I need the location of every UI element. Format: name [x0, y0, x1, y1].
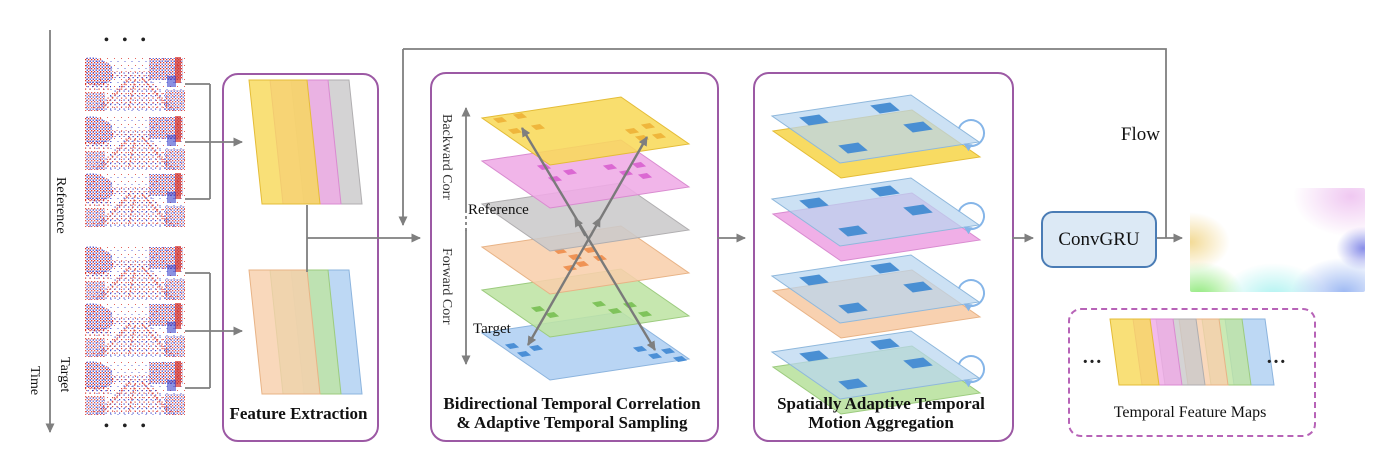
agg-window-square: [903, 204, 933, 216]
agg-motion-plane-orange: [770, 254, 981, 324]
recurrent-loop-arrow: [957, 119, 985, 152]
legend-caption: Temporal Feature Maps: [1113, 404, 1267, 421]
agg-window-square: [903, 357, 933, 369]
agg-motion-plane-pink: [770, 177, 981, 247]
agg-window-square: [870, 262, 900, 274]
legend-sheet-yellow: [1109, 318, 1160, 386]
flow-feedback-line: [403, 48, 1167, 238]
agg-window-square: [799, 197, 829, 209]
agg-window-square: [870, 102, 900, 114]
agg-motion-plane-green: [770, 330, 981, 400]
legend-box: [1068, 308, 1316, 437]
dots-bottom: • • •: [104, 419, 151, 434]
time-label: Time: [27, 366, 42, 396]
fe-target-sheet-orange: [248, 269, 321, 395]
corr-sample-square-blue: [516, 351, 532, 357]
event-frame-target-3: [85, 360, 185, 415]
correlation-caption: Bidirectional Temporal Correlation & Ada…: [426, 394, 718, 432]
recurrent-loop-arrow: [957, 279, 985, 312]
recurrent-loop-arrow: [957, 202, 985, 235]
event-frame-reference-3: [85, 172, 185, 227]
target-label: Target: [57, 357, 72, 393]
aggregation-caption: Spatially Adaptive Temporal Motion Aggre…: [749, 394, 1013, 432]
agg-window-square: [838, 378, 868, 390]
event-frame-target-1: [85, 245, 185, 300]
corr-sample-square-blue: [672, 356, 688, 362]
legend-dots-right: …: [1266, 346, 1286, 368]
agg-window-square: [870, 338, 900, 350]
agg-motion-plane-yellow: [770, 94, 981, 164]
agg-window-square: [838, 142, 868, 154]
event-frame-reference-1: [85, 56, 185, 111]
agg-window-square: [903, 281, 933, 293]
backward-corr-label: Backward Corr: [439, 114, 454, 200]
flow-label: Flow: [1120, 124, 1160, 145]
event-frame-target-2: [85, 302, 185, 357]
corr-target-label: Target: [473, 321, 511, 337]
corr-sample-square-blue: [660, 348, 676, 354]
corr-sample-square-yellow: [512, 113, 528, 119]
correlation-caption-line1: Bidirectional Temporal Correlation: [443, 394, 701, 413]
reference-label: Reference: [53, 177, 68, 234]
fe-reference-sheet-yellow: [248, 79, 321, 205]
agg-window-square: [838, 302, 868, 314]
correlation-caption-line2: & Adaptive Temporal Sampling: [456, 413, 688, 432]
agg-window-square: [838, 225, 868, 237]
aggregation-caption-line1: Spatially Adaptive Temporal: [777, 394, 985, 413]
correlation-box: [430, 72, 719, 442]
event-frame-reference-2: [85, 115, 185, 170]
dots-top: • • •: [104, 33, 151, 48]
agg-window-square: [799, 274, 829, 286]
feature-extraction-caption: Feature Extraction: [229, 404, 368, 423]
agg-window-square: [903, 121, 933, 133]
agg-window-square: [799, 114, 829, 126]
agg-window-square: [870, 185, 900, 197]
corr-sample-square-blue: [647, 353, 663, 359]
feature-extraction-box: [222, 73, 379, 442]
connector-lines: [45, 30, 1183, 433]
aggregation-caption-line2: Motion Aggregation: [808, 413, 954, 432]
aggregation-box: [753, 72, 1014, 442]
corr-sample-square-blue: [504, 343, 520, 349]
forward-corr-label: Forward Corr: [439, 248, 454, 325]
corr-sample-square-yellow: [507, 128, 523, 134]
legend-dots-left: …: [1082, 346, 1102, 368]
sampling-arrows: [520, 127, 657, 351]
corr-sample-square-yellow: [492, 117, 508, 123]
convgru-box: ConvGRU: [1041, 211, 1157, 268]
convgru-label: ConvGRU: [1058, 228, 1140, 250]
agg-window-square: [799, 350, 829, 362]
corr-reference-label: Reference: [468, 202, 529, 218]
recurrent-loop-arrow: [957, 355, 985, 388]
flow-output-image: [1190, 188, 1365, 292]
